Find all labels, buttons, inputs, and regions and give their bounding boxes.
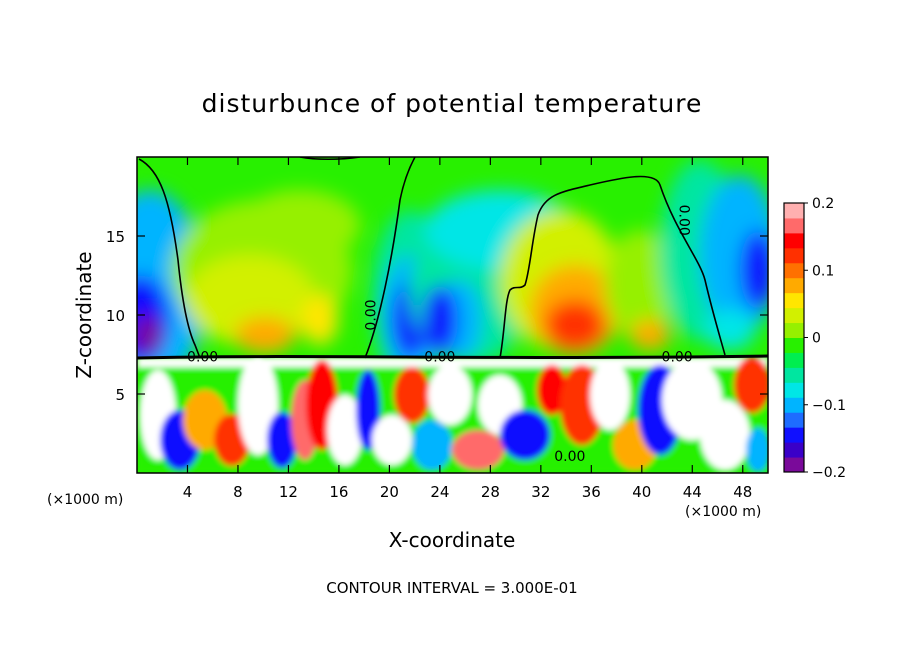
y-tick-label: 15 [106,228,125,246]
x-unit-left: (×1000 m) [47,492,123,508]
colorbar-band [784,247,804,264]
colorbar-tick-label: 0.2 [812,196,834,212]
x-axis: 4 8 12 16 20 24 28 32 36 40 44 48 [183,157,752,501]
colorbar-band [784,427,804,443]
x-tick-label: 4 [183,483,193,501]
colorbar-band [784,217,804,234]
x-tick-label: 40 [632,483,651,501]
chart-title: disturbunce of potential temperature [202,89,703,118]
colorbar-tick-label: 0.1 [812,263,834,279]
colorbar-band [784,322,804,338]
y-axis: 5 10 15 [106,228,768,404]
colorbar: 0.2 0.1 0 −0.1 −0.2 [783,196,846,481]
y-tick-label: 5 [115,386,125,404]
contour-label: 0.00 [424,350,455,366]
colorbar-band [784,292,804,309]
colorbar-band [784,232,804,249]
colorbar-band [784,367,804,383]
contour-label: 0.00 [675,205,691,236]
y-tick-label: 10 [106,307,125,325]
colorbar-band [784,382,804,398]
x-tick-label: 20 [380,483,399,501]
colorbar-band [784,277,804,294]
x-tick-label: 12 [279,483,298,501]
x-unit-right: (×1000 m) [685,504,761,520]
colorbar-tick-label: 0 [812,331,821,347]
contour-label: 0.00 [554,449,585,465]
contour-label: 0.00 [187,350,218,366]
x-tick-label: 28 [481,483,500,501]
colorbar-band [784,412,804,428]
colorbar-band [784,442,804,458]
x-tick-label: 8 [233,483,243,501]
contour-interval-note: CONTOUR INTERVAL = 3.000E-01 [326,579,577,597]
colorbar-tick-label: −0.1 [812,398,846,414]
x-tick-label: 16 [329,483,348,501]
x-axis-label: X-coordinate [389,528,516,552]
x-tick-label: 48 [733,483,752,501]
x-tick-label: 24 [430,483,449,501]
colorbar-band [784,307,804,324]
contour-label: 0.00 [364,299,380,330]
x-tick-label: 32 [531,483,550,501]
colorbar-tick-label: −0.2 [812,465,846,481]
contour-labels: 0.00 0.00 0.00 0.00 0.00 0.00 [187,205,693,466]
colorbar-band [784,337,804,353]
colorbar-band [784,457,804,473]
x-tick-label: 44 [683,483,702,501]
colorbar-band [784,262,804,279]
heatmap-field [137,157,768,473]
x-tick-label: 36 [582,483,601,501]
y-axis-label: Z-coordinate [72,251,96,378]
colorbar-band [784,203,804,219]
contour-label: 0.00 [662,350,693,366]
colorbar-band [784,397,804,413]
colorbar-band [784,352,804,368]
